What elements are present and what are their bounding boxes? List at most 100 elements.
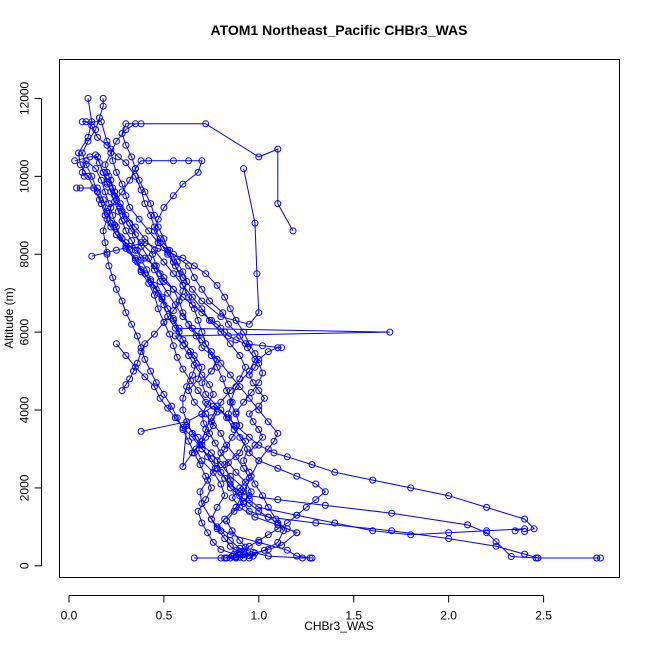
data-point [78, 149, 86, 157]
profile-line-6 [81, 98, 327, 559]
data-point [236, 383, 244, 391]
data-point [245, 371, 253, 379]
data-point [483, 503, 491, 511]
data-point [118, 217, 126, 225]
data-point [306, 554, 314, 562]
data-point [92, 126, 100, 134]
chart-title: ATOM1 Northeast_Pacific CHBr3_WAS [211, 22, 468, 38]
data-point [245, 542, 253, 550]
data-point [196, 488, 204, 496]
data-point [228, 494, 236, 502]
data-point [255, 387, 263, 395]
data-point [194, 507, 202, 515]
data-point [107, 219, 115, 227]
data-point [156, 235, 164, 243]
data-point [179, 309, 187, 317]
data-point [264, 348, 272, 356]
data-point [84, 172, 92, 180]
data-point [240, 328, 248, 336]
data-point [173, 353, 181, 361]
data-point [133, 359, 141, 367]
data-point [213, 281, 221, 289]
data-point [141, 373, 149, 381]
data-point [255, 309, 263, 317]
data-point [255, 379, 263, 387]
data-point [175, 324, 183, 332]
data-point [207, 367, 215, 375]
data-point [532, 554, 540, 562]
data-point [76, 184, 84, 192]
data-point [179, 394, 187, 402]
data-point [116, 233, 124, 241]
data-point [160, 258, 168, 266]
data-point [122, 227, 130, 235]
data-point [95, 114, 103, 122]
data-point [242, 543, 249, 551]
data-point [217, 480, 225, 488]
data-point [223, 387, 231, 395]
data-point [221, 535, 229, 543]
data-point [82, 161, 90, 169]
x-tick-label: 2.5 [535, 609, 552, 623]
data-point [185, 293, 193, 301]
data-point [120, 215, 128, 223]
data-point [230, 507, 238, 515]
data-point [293, 529, 301, 537]
data-point [183, 278, 191, 285]
data-point [386, 328, 394, 336]
data-point [236, 352, 244, 359]
data-point [147, 211, 155, 219]
data-point [251, 219, 259, 227]
data-point [207, 455, 215, 463]
data-point [111, 188, 119, 196]
data-point [242, 340, 249, 348]
data-point [99, 102, 107, 110]
data-point [198, 157, 206, 165]
data-point [255, 426, 263, 433]
data-point [232, 546, 240, 554]
data-point [236, 537, 244, 544]
data-point [150, 383, 158, 391]
data-point [171, 262, 179, 270]
data-point [331, 519, 339, 527]
data-point [232, 336, 240, 344]
data-point [202, 496, 210, 504]
data-point [133, 246, 141, 254]
data-point [109, 184, 117, 192]
data-point [135, 215, 143, 223]
data-point [107, 149, 115, 157]
profile-line-5 [81, 159, 255, 559]
data-point [92, 151, 100, 159]
data-point [198, 285, 206, 293]
data-point [179, 254, 187, 262]
x-tick-label: 1.0 [250, 609, 267, 623]
data-point [131, 363, 139, 371]
data-point [196, 461, 204, 469]
data-point [232, 554, 240, 562]
data-point [112, 168, 120, 176]
data-point [202, 270, 210, 278]
data-point [131, 231, 139, 239]
data-point [232, 383, 240, 391]
data-point [122, 242, 130, 250]
data-point [141, 254, 149, 262]
data-point [530, 525, 538, 533]
data-point [278, 344, 286, 352]
data-point [483, 527, 491, 535]
data-point [112, 340, 120, 348]
data-point [198, 297, 206, 305]
series-lines [74, 98, 601, 559]
data-point [169, 315, 177, 322]
data-point [99, 196, 107, 204]
data-point [226, 542, 234, 550]
x-axis: 0.0 0.5 1.0 1.5 2.0 2.5 [61, 595, 552, 623]
data-point [255, 538, 263, 546]
x-tick-label: 1.5 [345, 609, 362, 623]
data-point [152, 262, 160, 270]
data-point [92, 165, 100, 173]
data-point [90, 184, 98, 192]
data-point [264, 503, 272, 511]
profile-line-9 [102, 160, 260, 559]
data-point [597, 554, 604, 562]
data-point [202, 120, 210, 128]
